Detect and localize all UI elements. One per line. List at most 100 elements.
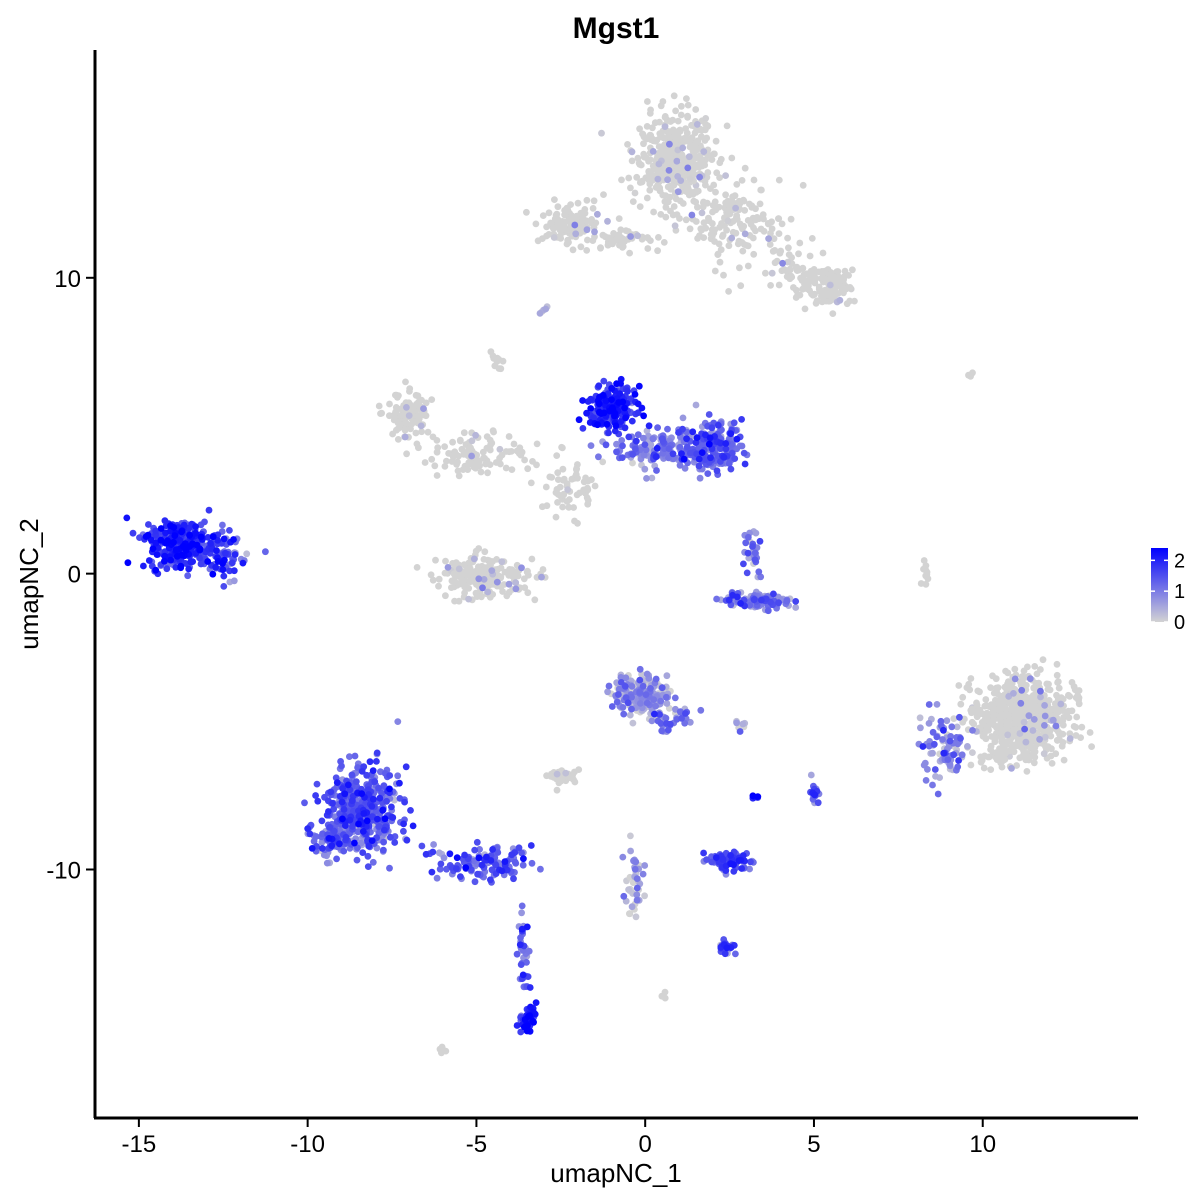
cell-point <box>677 177 685 185</box>
cell-point <box>661 198 669 206</box>
cell-point <box>1037 687 1044 695</box>
cell-point <box>957 700 965 708</box>
cell-point <box>189 558 197 565</box>
cell-point <box>489 846 496 853</box>
cell-point <box>456 436 464 444</box>
cell-point <box>1001 683 1009 691</box>
cell-point <box>580 478 588 486</box>
cell-point <box>142 533 150 540</box>
cell-point <box>693 450 700 458</box>
cell-point <box>746 602 754 609</box>
cell-point <box>716 258 724 266</box>
cell-point <box>683 435 690 443</box>
cell-point <box>396 779 403 787</box>
cell-point <box>801 305 809 313</box>
cell-point <box>638 177 646 185</box>
cell-point <box>967 675 975 682</box>
cell-point <box>442 557 449 565</box>
cell-point <box>676 443 684 451</box>
cell-point <box>1011 726 1018 733</box>
cell-point <box>451 597 458 605</box>
cell-point <box>644 234 652 242</box>
cell-point <box>621 404 628 412</box>
cell-point <box>700 219 708 227</box>
cell-point <box>597 244 604 252</box>
cell-point <box>508 851 516 859</box>
cell-point <box>680 455 688 463</box>
cell-point <box>641 441 649 448</box>
cell-point <box>564 206 572 213</box>
cell-point <box>629 719 637 727</box>
y-tick-label: 10 <box>54 266 81 293</box>
cell-point <box>661 123 669 130</box>
cell-point <box>741 164 749 172</box>
cell-point <box>409 822 417 830</box>
cell-point <box>632 445 639 453</box>
cell-point <box>619 442 626 450</box>
cell-point <box>1017 699 1025 707</box>
cell-point <box>129 529 137 537</box>
cell-point <box>197 560 205 568</box>
cell-point <box>519 861 527 869</box>
cell-point <box>470 555 478 563</box>
cell-point <box>654 184 662 192</box>
cell-point <box>571 221 579 229</box>
cell-point <box>704 470 712 477</box>
cell-point <box>749 543 756 550</box>
cell-point <box>607 240 615 247</box>
cell-point <box>457 873 464 880</box>
cell-point <box>554 216 562 224</box>
cell-point <box>505 580 513 588</box>
x-tick-label: -5 <box>466 1131 487 1158</box>
cell-point <box>386 400 393 408</box>
cell-point <box>764 220 772 227</box>
cell-point <box>826 281 834 289</box>
cell-point <box>575 766 583 773</box>
cell-point <box>358 768 366 775</box>
cell-point <box>764 607 772 615</box>
cell-point <box>792 604 800 611</box>
cell-point <box>808 235 816 242</box>
cell-point <box>308 845 316 852</box>
cell-point <box>1016 754 1024 762</box>
cell-point <box>669 450 677 458</box>
cell-point <box>643 475 650 482</box>
cell-point <box>679 144 687 152</box>
cell-point <box>696 474 704 482</box>
cell-point <box>574 474 581 482</box>
cell-point <box>480 556 488 563</box>
cell-point <box>170 538 177 546</box>
cell-point <box>711 150 718 158</box>
cell-point <box>645 422 653 430</box>
cell-point <box>690 197 698 205</box>
cell-point <box>765 235 772 243</box>
cell-point <box>1071 686 1079 694</box>
cell-point <box>625 174 633 182</box>
cell-point <box>663 700 671 707</box>
cell-point <box>429 848 437 856</box>
cell-point <box>708 156 716 164</box>
cell-point <box>655 143 663 151</box>
cell-point <box>413 564 421 571</box>
cell-point <box>475 854 483 862</box>
cell-point <box>647 441 655 449</box>
cell-point <box>634 400 642 408</box>
cell-point <box>1016 730 1024 737</box>
cell-point <box>955 757 962 764</box>
cell-point <box>454 458 461 466</box>
cell-point <box>807 771 815 779</box>
cell-point <box>433 472 441 479</box>
cell-point <box>697 155 705 163</box>
cell-point <box>799 265 807 272</box>
cell-point <box>1021 752 1029 760</box>
cell-point <box>714 251 722 258</box>
cell-point <box>704 169 712 176</box>
cell-point <box>516 444 524 452</box>
cell-point <box>946 737 954 745</box>
cell-point <box>696 173 703 181</box>
cell-point <box>339 785 346 792</box>
cell-point <box>525 947 533 955</box>
cell-point <box>318 817 326 825</box>
cell-point <box>441 443 448 450</box>
cell-point <box>768 225 776 233</box>
